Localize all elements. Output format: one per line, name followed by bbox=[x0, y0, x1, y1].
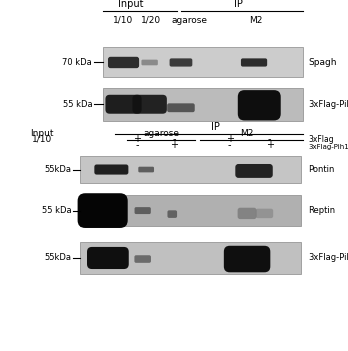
Text: Pontin: Pontin bbox=[308, 165, 334, 174]
Text: 1/20: 1/20 bbox=[141, 16, 161, 25]
FancyBboxPatch shape bbox=[224, 246, 270, 272]
Text: 1/10: 1/10 bbox=[32, 135, 52, 144]
Text: 1/10: 1/10 bbox=[113, 16, 134, 25]
Text: IP: IP bbox=[211, 122, 220, 132]
FancyBboxPatch shape bbox=[78, 193, 128, 228]
Text: M2: M2 bbox=[249, 16, 262, 25]
Bar bbox=[80, 242, 301, 274]
Text: 3xFlag: 3xFlag bbox=[308, 135, 334, 144]
Text: Reptin: Reptin bbox=[308, 206, 335, 215]
FancyBboxPatch shape bbox=[141, 60, 158, 65]
Text: +: + bbox=[226, 134, 234, 144]
FancyBboxPatch shape bbox=[238, 208, 256, 219]
Text: Spagh: Spagh bbox=[308, 58, 337, 67]
FancyBboxPatch shape bbox=[108, 57, 139, 68]
Text: M2: M2 bbox=[240, 128, 254, 138]
Text: agarose: agarose bbox=[144, 128, 180, 138]
Text: 55kDa: 55kDa bbox=[44, 165, 71, 174]
Text: 3xFlag-Pih1D1: 3xFlag-Pih1D1 bbox=[308, 253, 348, 263]
Text: +: + bbox=[134, 134, 141, 144]
Text: 3xFlag-Pih1D1: 3xFlag-Pih1D1 bbox=[308, 144, 348, 150]
FancyBboxPatch shape bbox=[167, 210, 177, 218]
Text: agarose: agarose bbox=[172, 16, 208, 25]
Text: -: - bbox=[172, 134, 176, 144]
Text: 55 kDa: 55 kDa bbox=[63, 100, 92, 109]
Text: -: - bbox=[136, 140, 139, 150]
FancyBboxPatch shape bbox=[94, 165, 128, 174]
FancyBboxPatch shape bbox=[241, 58, 267, 67]
FancyBboxPatch shape bbox=[256, 208, 273, 218]
Text: Input: Input bbox=[118, 0, 143, 9]
FancyBboxPatch shape bbox=[134, 255, 151, 263]
Text: 55kDa: 55kDa bbox=[44, 253, 71, 263]
Text: -: - bbox=[228, 140, 231, 150]
Bar bbox=[80, 156, 301, 183]
Bar bbox=[80, 195, 301, 226]
Text: 55 kDa: 55 kDa bbox=[42, 206, 71, 215]
Bar bbox=[103, 47, 303, 77]
Text: Input: Input bbox=[30, 128, 54, 138]
Text: 70 kDa: 70 kDa bbox=[63, 58, 92, 67]
FancyBboxPatch shape bbox=[138, 167, 154, 172]
Text: +: + bbox=[170, 140, 178, 150]
FancyBboxPatch shape bbox=[169, 58, 192, 67]
FancyBboxPatch shape bbox=[87, 247, 129, 269]
Text: +: + bbox=[266, 140, 274, 150]
Text: -: - bbox=[268, 134, 271, 144]
FancyBboxPatch shape bbox=[238, 90, 281, 120]
FancyBboxPatch shape bbox=[133, 95, 167, 114]
FancyBboxPatch shape bbox=[105, 95, 142, 114]
Text: 3xFlag-Pih1D1: 3xFlag-Pih1D1 bbox=[308, 100, 348, 109]
Text: IP: IP bbox=[234, 0, 243, 9]
FancyBboxPatch shape bbox=[135, 207, 151, 214]
FancyBboxPatch shape bbox=[235, 164, 273, 178]
Bar bbox=[103, 88, 303, 121]
FancyBboxPatch shape bbox=[167, 103, 195, 112]
